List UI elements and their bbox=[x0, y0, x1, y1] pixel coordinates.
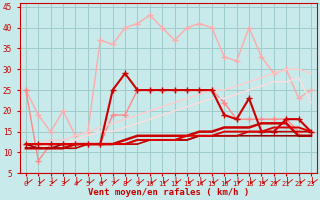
X-axis label: Vent moyen/en rafales ( km/h ): Vent moyen/en rafales ( km/h ) bbox=[88, 188, 249, 197]
